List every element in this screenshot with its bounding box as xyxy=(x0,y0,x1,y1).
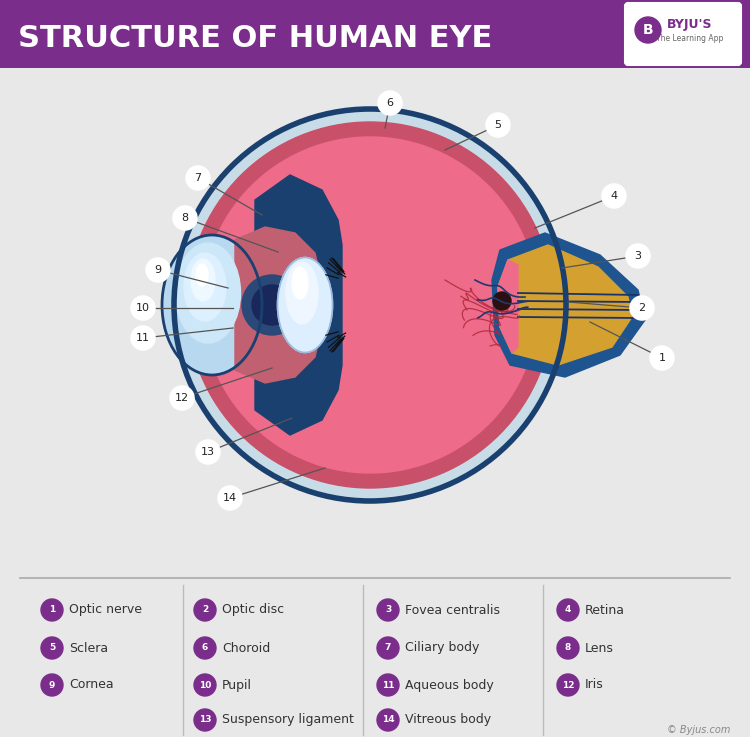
Polygon shape xyxy=(498,260,518,353)
Text: Fovea centralis: Fovea centralis xyxy=(405,604,500,616)
Text: 14: 14 xyxy=(223,493,237,503)
Circle shape xyxy=(194,637,216,659)
Text: 1: 1 xyxy=(49,606,55,615)
Text: 6: 6 xyxy=(386,98,394,108)
Text: 9: 9 xyxy=(154,265,161,275)
Circle shape xyxy=(602,184,626,208)
Text: 5: 5 xyxy=(494,120,502,130)
Text: 7: 7 xyxy=(385,643,392,652)
Text: Iris: Iris xyxy=(585,679,604,691)
Text: Ciliary body: Ciliary body xyxy=(405,641,479,654)
Text: Vitreous body: Vitreous body xyxy=(405,713,491,727)
Bar xyxy=(0,0,750,68)
Text: 10: 10 xyxy=(136,303,150,313)
Text: Suspensory ligament: Suspensory ligament xyxy=(222,713,354,727)
Text: 2: 2 xyxy=(638,303,646,313)
Circle shape xyxy=(486,113,510,137)
Text: 5: 5 xyxy=(49,643,55,652)
Text: 8: 8 xyxy=(182,213,188,223)
Polygon shape xyxy=(255,175,342,435)
Circle shape xyxy=(41,674,63,696)
Circle shape xyxy=(377,599,399,621)
Text: STRUCTURE OF HUMAN EYE: STRUCTURE OF HUMAN EYE xyxy=(18,24,492,52)
Circle shape xyxy=(131,326,155,350)
Circle shape xyxy=(196,440,220,464)
Circle shape xyxy=(242,275,302,335)
Circle shape xyxy=(218,486,242,510)
Text: 10: 10 xyxy=(199,680,211,690)
Text: 12: 12 xyxy=(562,680,574,690)
Circle shape xyxy=(377,637,399,659)
Text: Optic disc: Optic disc xyxy=(222,604,284,616)
Text: Choroid: Choroid xyxy=(222,641,270,654)
Text: Sclera: Sclera xyxy=(69,641,108,654)
Text: Cornea: Cornea xyxy=(69,679,114,691)
Text: 11: 11 xyxy=(382,680,394,690)
Circle shape xyxy=(170,386,194,410)
Circle shape xyxy=(630,296,654,320)
Circle shape xyxy=(557,637,579,659)
Circle shape xyxy=(557,599,579,621)
Text: 9: 9 xyxy=(49,680,55,690)
Text: 1: 1 xyxy=(658,353,665,363)
Text: 13: 13 xyxy=(199,716,211,724)
Ellipse shape xyxy=(162,235,262,375)
Circle shape xyxy=(377,709,399,731)
Circle shape xyxy=(186,166,210,190)
Polygon shape xyxy=(498,245,632,365)
Polygon shape xyxy=(492,233,645,377)
Text: 6: 6 xyxy=(202,643,208,652)
Text: 4: 4 xyxy=(610,191,617,201)
Circle shape xyxy=(131,296,155,320)
Text: 4: 4 xyxy=(565,606,572,615)
Text: 13: 13 xyxy=(201,447,215,457)
Circle shape xyxy=(252,285,292,325)
Ellipse shape xyxy=(191,259,215,301)
Circle shape xyxy=(635,17,661,43)
Text: B: B xyxy=(643,23,653,37)
Text: 11: 11 xyxy=(136,333,150,343)
Ellipse shape xyxy=(278,257,332,352)
Circle shape xyxy=(41,637,63,659)
Ellipse shape xyxy=(176,243,241,343)
Polygon shape xyxy=(235,227,320,383)
Circle shape xyxy=(174,109,566,501)
Ellipse shape xyxy=(292,267,308,299)
Circle shape xyxy=(187,122,553,488)
Text: Aqueous body: Aqueous body xyxy=(405,679,494,691)
Text: Pupil: Pupil xyxy=(222,679,252,691)
Circle shape xyxy=(626,244,650,268)
Text: 12: 12 xyxy=(175,393,189,403)
Text: Retina: Retina xyxy=(585,604,625,616)
Circle shape xyxy=(378,91,402,115)
Circle shape xyxy=(377,674,399,696)
Text: © Byjus.com: © Byjus.com xyxy=(667,725,730,735)
Text: Optic nerve: Optic nerve xyxy=(69,604,142,616)
Text: 2: 2 xyxy=(202,606,208,615)
Ellipse shape xyxy=(184,253,226,321)
Ellipse shape xyxy=(286,262,318,324)
FancyBboxPatch shape xyxy=(625,3,741,65)
Circle shape xyxy=(173,206,197,230)
Text: 3: 3 xyxy=(385,606,392,615)
Circle shape xyxy=(493,292,511,310)
Circle shape xyxy=(41,599,63,621)
Text: The Learning App: The Learning App xyxy=(656,33,724,43)
Text: Lens: Lens xyxy=(585,641,614,654)
Circle shape xyxy=(194,599,216,621)
Circle shape xyxy=(194,709,216,731)
Circle shape xyxy=(557,674,579,696)
Text: BYJU'S: BYJU'S xyxy=(668,18,712,30)
Ellipse shape xyxy=(196,264,208,286)
Text: 3: 3 xyxy=(634,251,641,261)
Text: 8: 8 xyxy=(565,643,572,652)
Circle shape xyxy=(202,137,538,473)
Circle shape xyxy=(194,674,216,696)
Circle shape xyxy=(650,346,674,370)
Text: 14: 14 xyxy=(382,716,394,724)
Text: 7: 7 xyxy=(194,173,202,183)
Circle shape xyxy=(146,258,170,282)
